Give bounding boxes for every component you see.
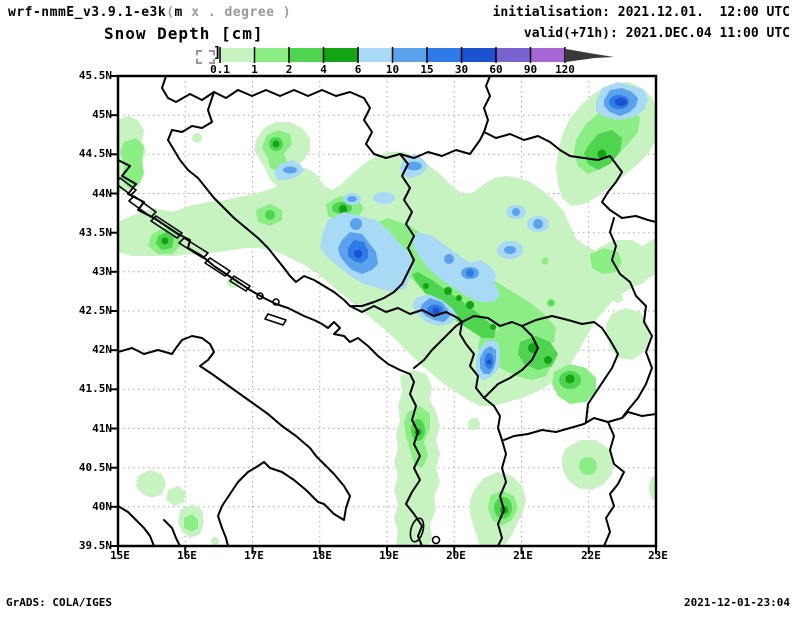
valid-label: valid(+71h): 2021.DEC.04 11:00 UTC: [523, 26, 790, 41]
colorbar-overflow-arrow-icon: [566, 49, 614, 62]
lon-label: 18E: [312, 549, 332, 562]
lat-label: 45N: [92, 108, 112, 121]
model-title-units: x . degree ): [182, 5, 292, 20]
model-title-black1: wrf-nmmE_v3.9.1-e3k: [8, 5, 167, 20]
lat-label: 39.5N: [78, 539, 112, 552]
lon-label: 16E: [177, 549, 197, 562]
border-serbia-macedonia-east: [521, 315, 619, 423]
colorbar-swatch: [358, 48, 393, 62]
lat-label: 44N: [92, 187, 112, 200]
colorbar-swatch: [254, 48, 289, 62]
lon-label: 17E: [244, 549, 264, 562]
lat-label: 40.5N: [78, 461, 112, 474]
map-frame: [116, 74, 658, 548]
model-title-paren: (: [166, 5, 175, 20]
border-kosovo-loop: [461, 315, 539, 399]
island-small: [272, 298, 280, 306]
border-greece-southeast: [603, 421, 625, 546]
colorbar-label: 30: [454, 63, 469, 76]
border-drina: [349, 153, 415, 307]
snow-shading-level8: [354, 98, 627, 365]
border-montenegro-albania: [413, 321, 463, 369]
colorbar-label: 60: [489, 63, 503, 76]
colorbar-underflow-box: [196, 50, 215, 64]
colorbar-swatch: [461, 48, 496, 62]
colorbar-label: 90: [523, 63, 538, 76]
lat-label: 45.5N: [78, 69, 112, 82]
border-croatia-bosnia: [167, 91, 351, 307]
island-small: [256, 292, 264, 300]
lat-label: 43.5N: [78, 226, 112, 239]
colorbar: [219, 47, 614, 63]
lon-label: 23E: [648, 549, 668, 562]
coast-italy: [118, 335, 351, 546]
corfu-island: [409, 517, 425, 543]
initialisation-label: initialisation: 2021.12.01. 12:00 UTC: [492, 5, 790, 20]
colorbar-label: 6: [354, 63, 362, 76]
lat-label: 43N: [92, 265, 112, 278]
colorbar-swatch: [530, 48, 565, 62]
border-serbia-bulgaria: [609, 217, 653, 419]
colorbar-label: 120: [555, 63, 575, 76]
colorbar-swatches: [220, 48, 565, 62]
border-danube-romania: [483, 131, 656, 223]
lon-label: 21E: [513, 549, 533, 562]
lat-label: 42N: [92, 343, 112, 356]
field-title: Snow Depth [cm]: [104, 24, 264, 43]
colorbar-swatch: [496, 48, 531, 62]
colorbar-label: 0.1: [210, 63, 230, 76]
lon-label: 15E: [110, 549, 130, 562]
coast-italy-tyrrhenian: [118, 505, 181, 546]
colorbar-label: 4: [320, 63, 327, 76]
island-small: [431, 535, 441, 545]
lat-label: 44.5N: [78, 147, 112, 160]
lat-label: 42.5N: [78, 304, 112, 317]
colorbar-bracket: ]: [213, 45, 222, 61]
coastlines-and-borders: [118, 76, 656, 546]
colorbar-label: 10: [385, 63, 400, 76]
coast-dalmatia-albania: [118, 159, 423, 546]
colorbar-label: 15: [420, 63, 434, 76]
snow-shading-level4: [161, 140, 607, 514]
border-serbia-north: [483, 76, 491, 133]
colorbar-swatch: [289, 48, 324, 62]
adriatic-islands: [118, 177, 287, 326]
colorbar-swatch: [323, 48, 358, 62]
model-title-black2: m: [174, 5, 183, 20]
lon-label: 22E: [581, 549, 601, 562]
lon-ticks: [117, 547, 657, 554]
lat-label: 40N: [92, 500, 112, 513]
lat-label: 41N: [92, 422, 112, 435]
colorbar-swatch: [427, 48, 462, 62]
lat-label: 41.5N: [78, 382, 112, 395]
colorbar-label: 1: [251, 63, 258, 76]
border-albania-greece-south: [497, 439, 507, 546]
lat-ticks: [110, 75, 117, 547]
border-albania-kosovo-west: [459, 321, 503, 441]
border-montenegro: [349, 305, 463, 323]
colorbar-swatch: [392, 48, 427, 62]
model-title: wrf-nmmE_v3.9.1-e3k(m x . degree ): [8, 5, 291, 20]
lon-label: 19E: [379, 549, 399, 562]
lon-label: 20E: [446, 549, 466, 562]
colorbar-ticks: [219, 47, 566, 63]
grads-credit: GrADS: COLA/IGES: [6, 596, 112, 609]
colorbar-label: 2: [285, 63, 293, 76]
border-north-croatia: [161, 76, 485, 159]
border-macedonia-greece: [503, 411, 656, 441]
creation-timestamp: 2021-12-01-23:04: [684, 596, 790, 609]
colorbar-swatch: [220, 48, 255, 62]
